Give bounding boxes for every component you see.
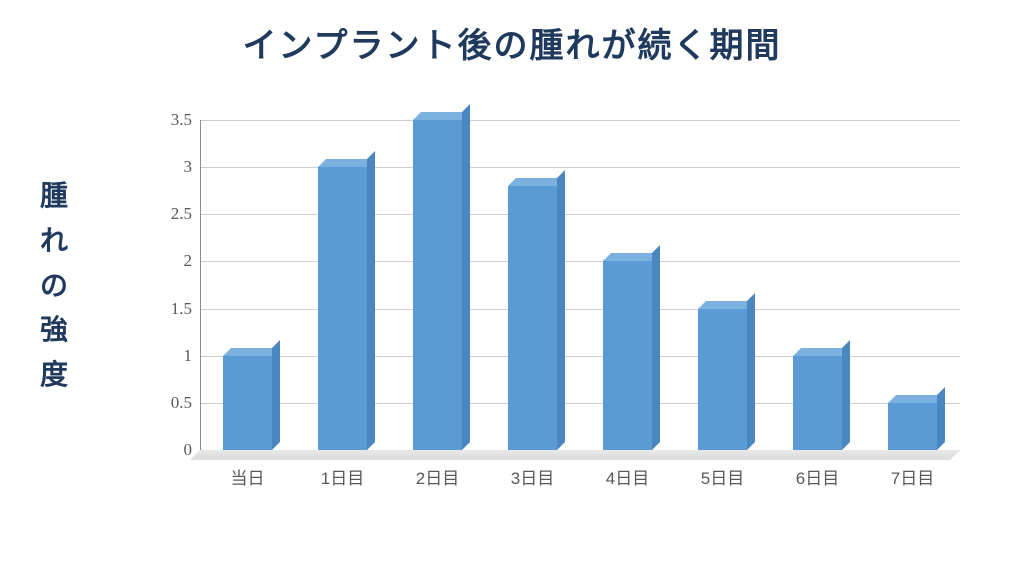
bar-side <box>367 151 375 450</box>
bar-chart: 0 0.5 1 1.5 2 2.5 3 3.5 当日 1日目 2日目 3日目 4日目 5日目 6日目 7日目 <box>140 110 980 510</box>
y-tick-label: 1 <box>184 346 201 366</box>
bar-side <box>747 293 755 450</box>
y-tick-label: 0.5 <box>171 393 200 413</box>
x-tick-label: 4日目 <box>606 450 649 489</box>
x-tick-label: 2日目 <box>416 450 459 489</box>
bar <box>793 356 842 450</box>
bar-side <box>272 340 280 450</box>
x-tick-label: 当日 <box>231 450 265 489</box>
gridline <box>200 214 960 215</box>
plot-floor <box>190 450 960 460</box>
bar-front <box>318 167 367 450</box>
gridline <box>200 120 960 121</box>
bar-front <box>793 356 842 450</box>
x-tick-label: 6日目 <box>796 450 839 489</box>
x-tick-label: 1日目 <box>321 450 364 489</box>
bar <box>603 261 652 450</box>
bar <box>223 356 272 450</box>
bar <box>318 167 367 450</box>
bar <box>413 120 462 450</box>
y-tick-label: 2.5 <box>171 204 200 224</box>
bar-front <box>413 120 462 450</box>
bar-side <box>937 387 945 450</box>
bar-side <box>557 170 565 450</box>
x-tick-label: 3日目 <box>511 450 554 489</box>
gridline <box>200 167 960 168</box>
bar-side <box>462 104 470 450</box>
x-tick-label: 7日目 <box>891 450 934 489</box>
bar-front <box>603 261 652 450</box>
bar-front <box>508 186 557 450</box>
y-tick-label: 0 <box>184 440 201 460</box>
bar <box>508 186 557 450</box>
chart-title: インプラント後の腫れが続く期間 <box>0 18 1024 67</box>
gridline <box>200 309 960 310</box>
y-tick-label: 1.5 <box>171 299 200 319</box>
bar-side <box>652 245 660 450</box>
y-tick-label: 3.5 <box>171 110 200 130</box>
y-tick-label: 2 <box>184 251 201 271</box>
bar-side <box>842 340 850 450</box>
bar <box>698 309 747 450</box>
y-axis-label: 腫れの強度 <box>40 175 68 399</box>
bar-front <box>223 356 272 450</box>
bar-front <box>698 309 747 450</box>
y-axis-line <box>200 120 201 450</box>
bar-front <box>888 403 937 450</box>
bar <box>888 403 937 450</box>
gridline <box>200 261 960 262</box>
x-tick-label: 5日目 <box>701 450 744 489</box>
y-tick-label: 3 <box>184 157 201 177</box>
plot-area: 00.511.522.533.5当日1日目2日目3日目4日目5日目6日目7日目 <box>200 120 960 450</box>
